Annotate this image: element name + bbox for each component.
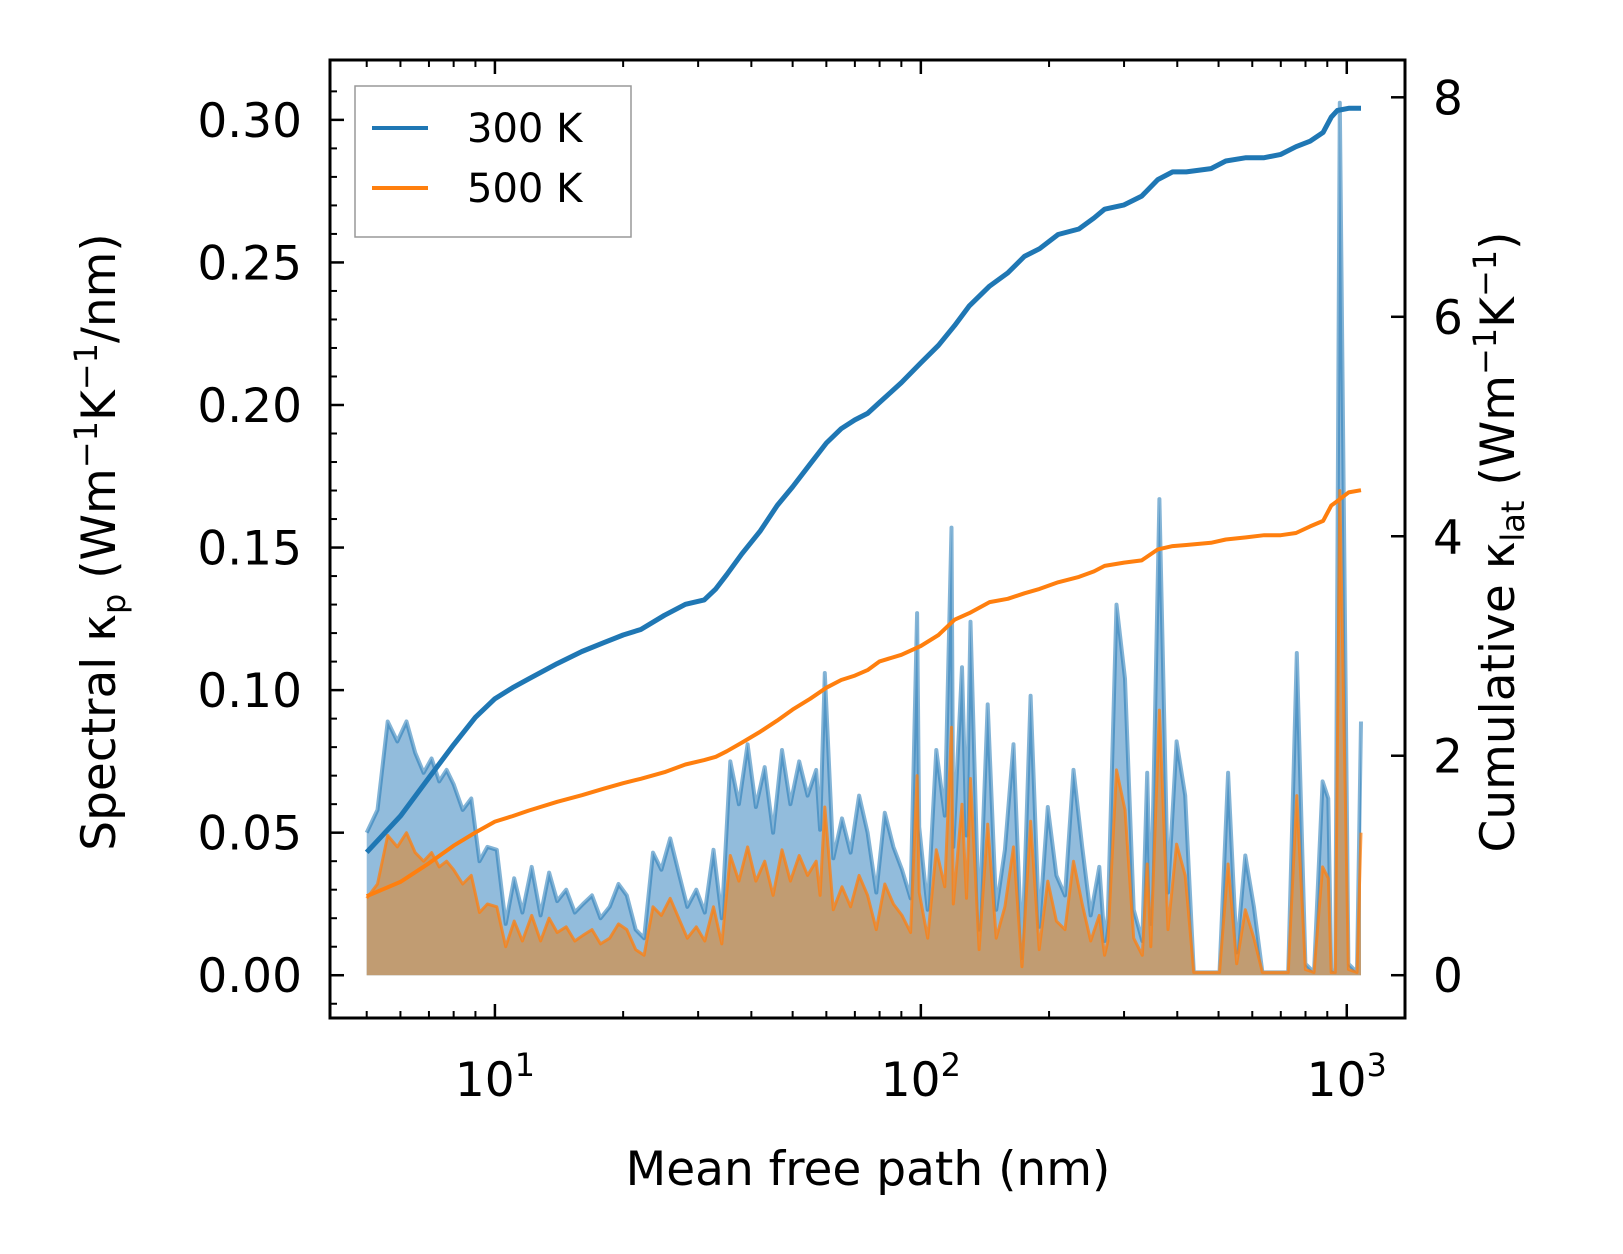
y-left-tick-label: 0.25 — [197, 236, 302, 291]
y-right-label-sup2: −1 — [1466, 250, 1504, 297]
y-left-label-space — [72, 579, 127, 594]
legend-label-500k: 500 K — [467, 166, 584, 212]
y-left-tick-label: 0.10 — [197, 664, 302, 719]
x-tick-exponent: 1 — [515, 1046, 535, 1084]
y-left-label-unit: (Wm — [72, 468, 127, 579]
spectral-edge-500k — [365, 489, 1363, 974]
x-tick-base: 10 — [881, 1053, 941, 1108]
y-right-label-mid: K — [1471, 296, 1526, 328]
axes-layer: 101 102 1030.000.050.100.150.200.250.30024… — [197, 58, 1463, 1108]
x-tick-base: 10 — [455, 1053, 515, 1108]
y-left-tick-label: 0.00 — [197, 949, 302, 1004]
y-left-tick-label: 0.30 — [197, 94, 302, 149]
y-right-tick-label: 4 — [1433, 510, 1463, 565]
cumulative-line-300k — [364, 105, 1361, 855]
y-left-label-main: Spectral κ — [72, 614, 127, 851]
cumulative-line-500k — [365, 488, 1362, 899]
y-right-label-main: Cumulative κ — [1471, 542, 1526, 853]
y-right-label-sub: lat — [1494, 501, 1532, 542]
legend-label-300k: 300 K — [467, 106, 584, 152]
y-right-label-space — [1471, 486, 1526, 501]
y-left-label-sup2: −1 — [67, 343, 105, 390]
x-tick-base: 10 — [1307, 1053, 1367, 1108]
y-right-label-sup1: −1 — [1466, 328, 1504, 375]
x-tick-label: 103 — [1307, 1046, 1387, 1108]
x-tick-exponent: 2 — [941, 1046, 961, 1084]
y-right-label-tail: ) — [1471, 231, 1526, 249]
y-right-label-unit: (Wm — [1471, 375, 1526, 486]
y-left-label-sub: p — [95, 594, 133, 614]
plot-frame — [328, 58, 1407, 1020]
y-left-tick-label: 0.05 — [197, 807, 302, 862]
x-axis-label: Mean free path (nm) — [626, 1142, 1111, 1197]
y-right-tick-label: 8 — [1433, 71, 1463, 126]
y-right-tick-label: 0 — [1433, 949, 1463, 1004]
y-left-tick-label: 0.20 — [197, 379, 302, 434]
y-left-label-sup1: −1 — [67, 421, 105, 468]
plot-layer — [364, 100, 1363, 976]
x-tick-label: 101 — [455, 1046, 535, 1108]
y-left-label-mid: K — [72, 389, 127, 421]
y-left-label-tail: /nm) — [72, 233, 127, 343]
y-right-tick-label: 2 — [1433, 730, 1463, 785]
legend: 300 K 500 K — [354, 85, 632, 238]
x-tick-exponent: 3 — [1366, 1046, 1386, 1084]
legend-frame — [354, 85, 632, 238]
x-tick-label: 102 — [881, 1046, 961, 1108]
y-left-tick-label: 0.15 — [197, 522, 302, 577]
y-axis-right-label: Cumulative κlat (Wm−1K−1) — [1466, 231, 1532, 852]
y-right-tick-label: 6 — [1433, 291, 1463, 346]
y-axis-left-label: Spectral κp (Wm−1K−1/nm) — [67, 233, 133, 850]
